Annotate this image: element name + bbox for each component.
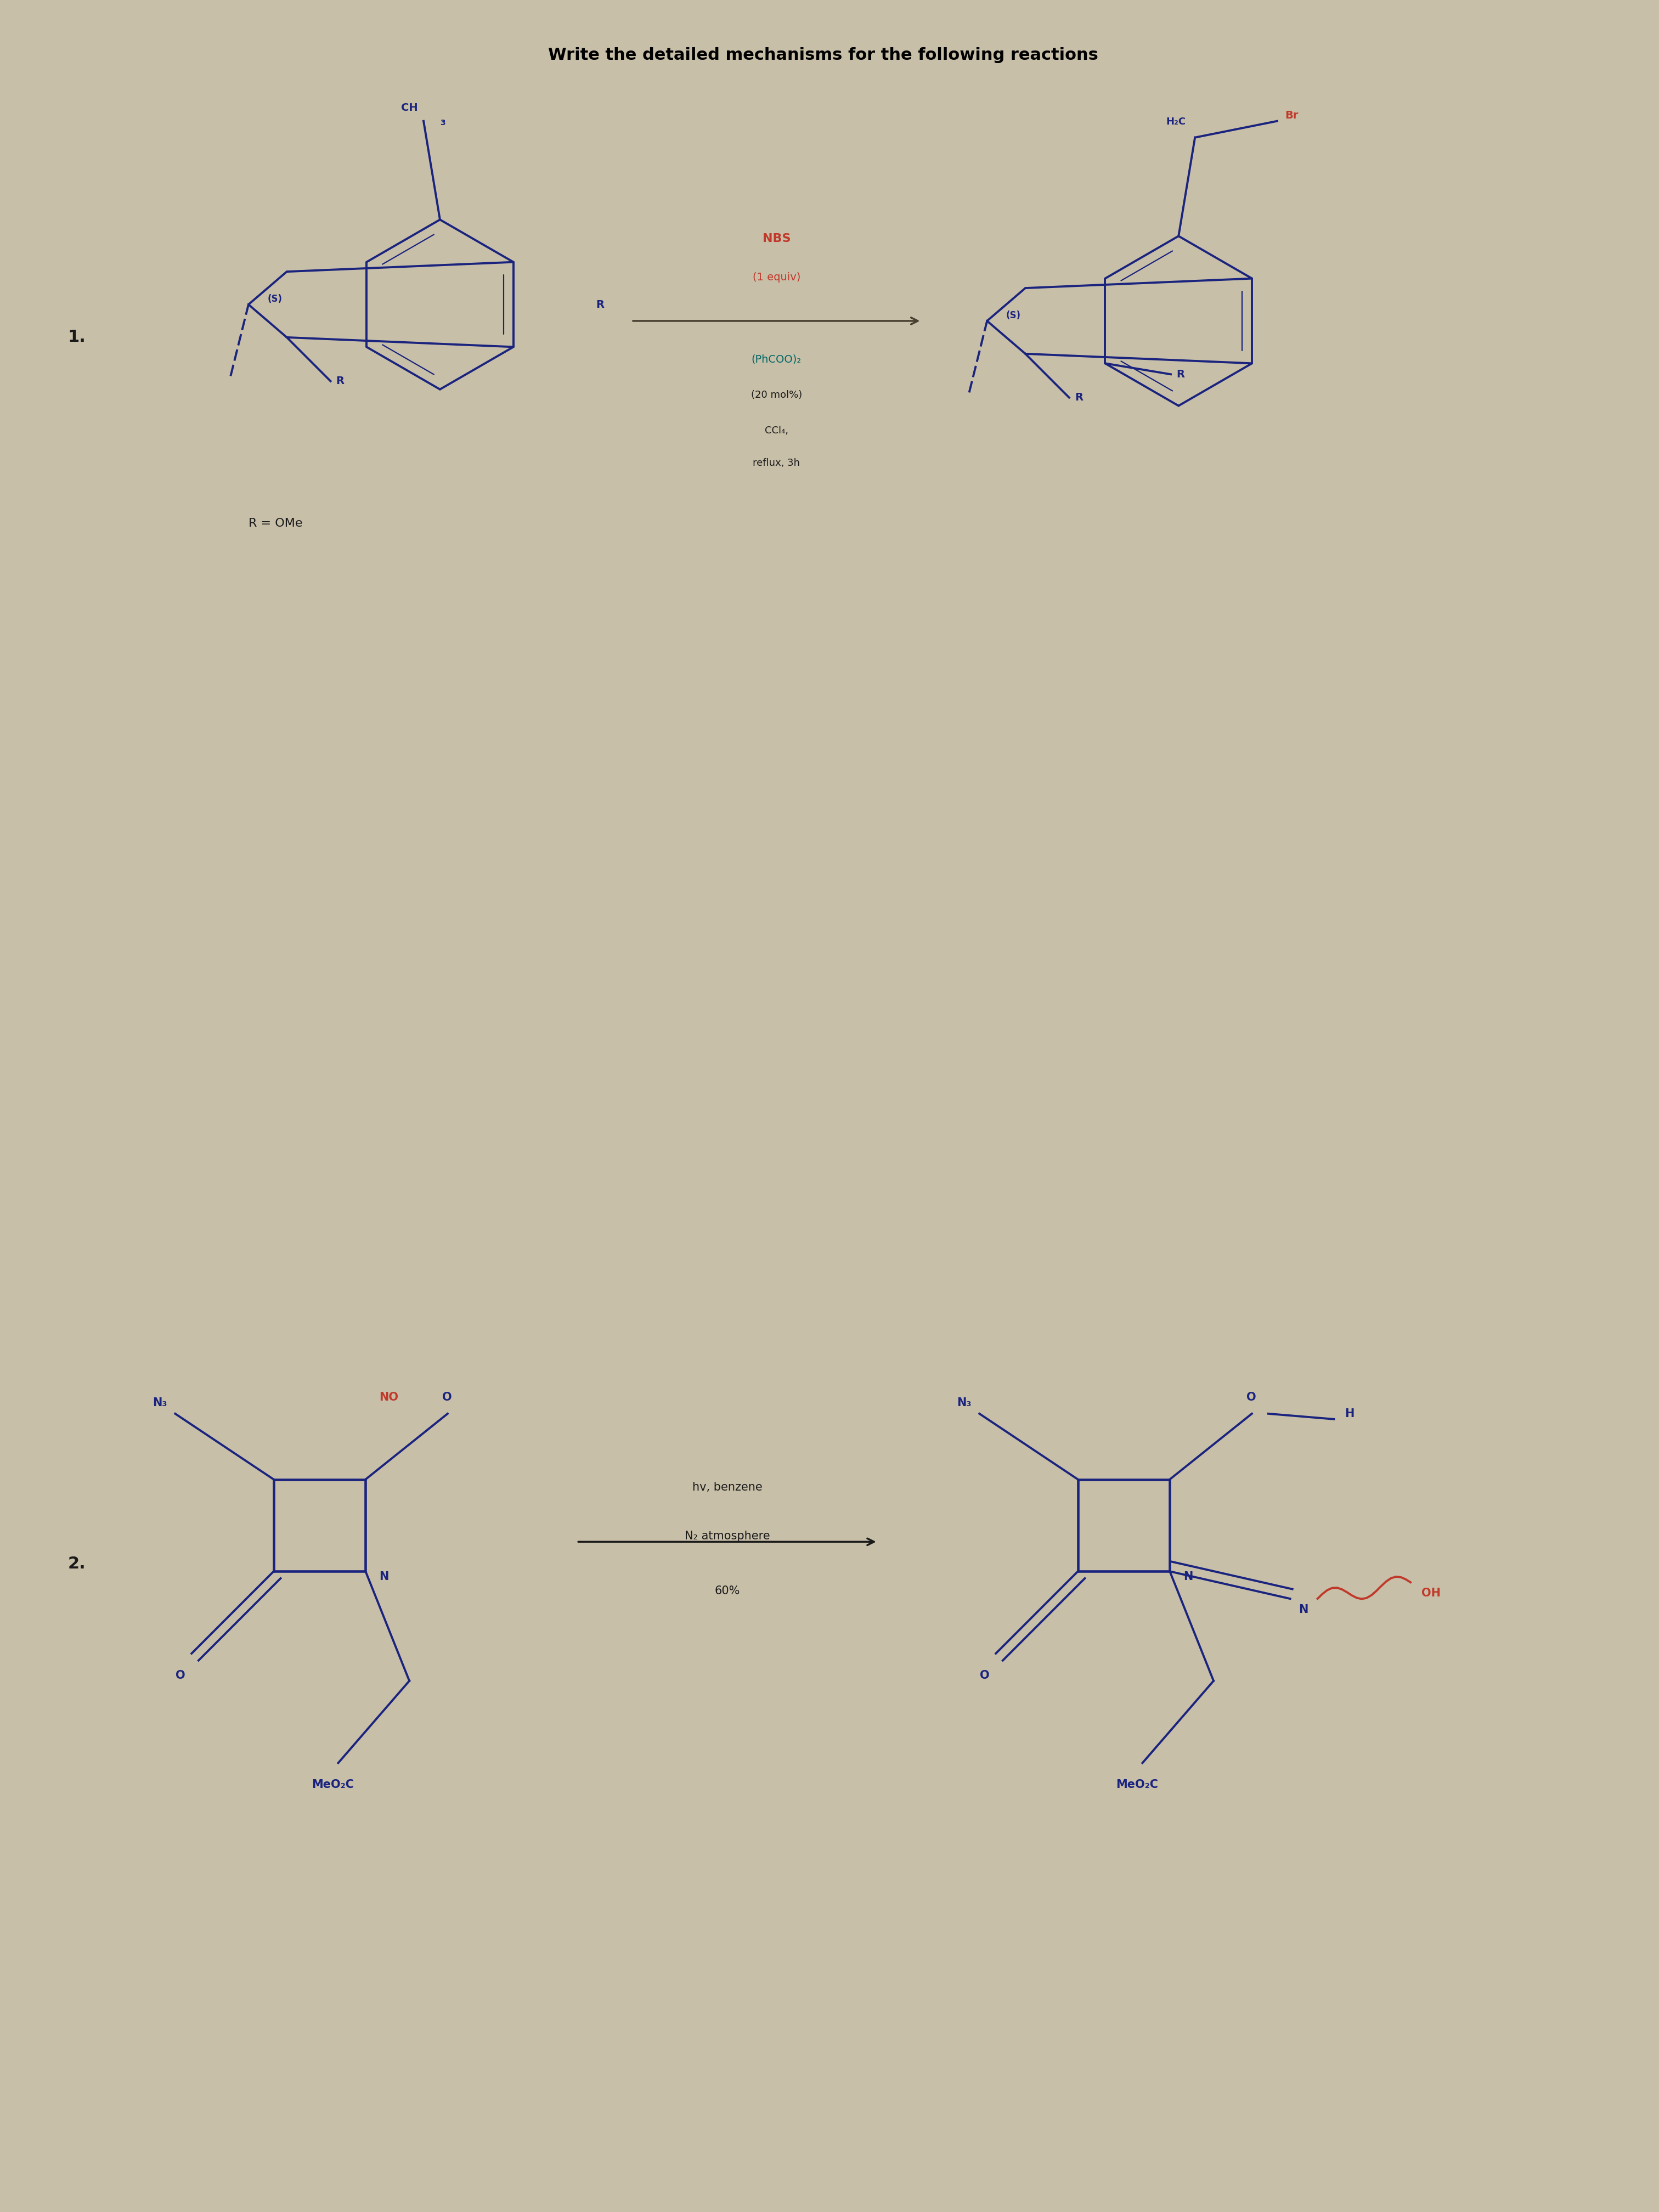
Text: O: O: [176, 1670, 186, 1681]
Text: (20 mol%): (20 mol%): [752, 389, 801, 400]
Text: MeO₂C: MeO₂C: [1117, 1778, 1158, 1790]
Text: MeO₂C: MeO₂C: [312, 1778, 353, 1790]
Text: OH: OH: [1422, 1588, 1440, 1599]
Text: N: N: [380, 1571, 388, 1582]
Text: 1.: 1.: [68, 330, 86, 345]
Text: O: O: [1246, 1391, 1256, 1402]
Text: R: R: [1075, 392, 1083, 403]
Text: 2.: 2.: [68, 1555, 86, 1573]
Text: 60%: 60%: [715, 1586, 740, 1597]
Text: N₃: N₃: [153, 1398, 168, 1409]
Text: (PhCOO)₂: (PhCOO)₂: [752, 354, 801, 365]
Text: H: H: [1345, 1409, 1354, 1420]
Text: R: R: [596, 299, 604, 310]
Text: R = OMe: R = OMe: [249, 518, 302, 529]
Text: reflux, 3h: reflux, 3h: [753, 458, 800, 469]
Text: R: R: [337, 376, 345, 387]
Text: H₂C: H₂C: [1166, 117, 1186, 126]
Text: 3: 3: [440, 119, 445, 126]
Text: (S): (S): [1007, 310, 1020, 321]
Text: NO: NO: [380, 1391, 398, 1402]
Text: Write the detailed mechanisms for the following reactions: Write the detailed mechanisms for the fo…: [547, 46, 1098, 64]
Text: hv, benzene: hv, benzene: [692, 1482, 761, 1493]
Text: N: N: [1299, 1604, 1307, 1615]
Text: NBS: NBS: [761, 232, 791, 243]
Text: N₂ atmosphere: N₂ atmosphere: [685, 1531, 770, 1542]
Text: CH: CH: [401, 102, 418, 113]
Text: R: R: [1176, 369, 1185, 380]
Text: O: O: [443, 1391, 451, 1402]
Text: Br: Br: [1286, 111, 1299, 122]
Text: (1 equiv): (1 equiv): [753, 272, 800, 283]
Text: N: N: [1183, 1571, 1193, 1582]
Text: (S): (S): [267, 294, 282, 303]
Text: O: O: [980, 1670, 990, 1681]
Text: N₃: N₃: [957, 1398, 971, 1409]
Text: CCl₄,: CCl₄,: [765, 425, 788, 436]
